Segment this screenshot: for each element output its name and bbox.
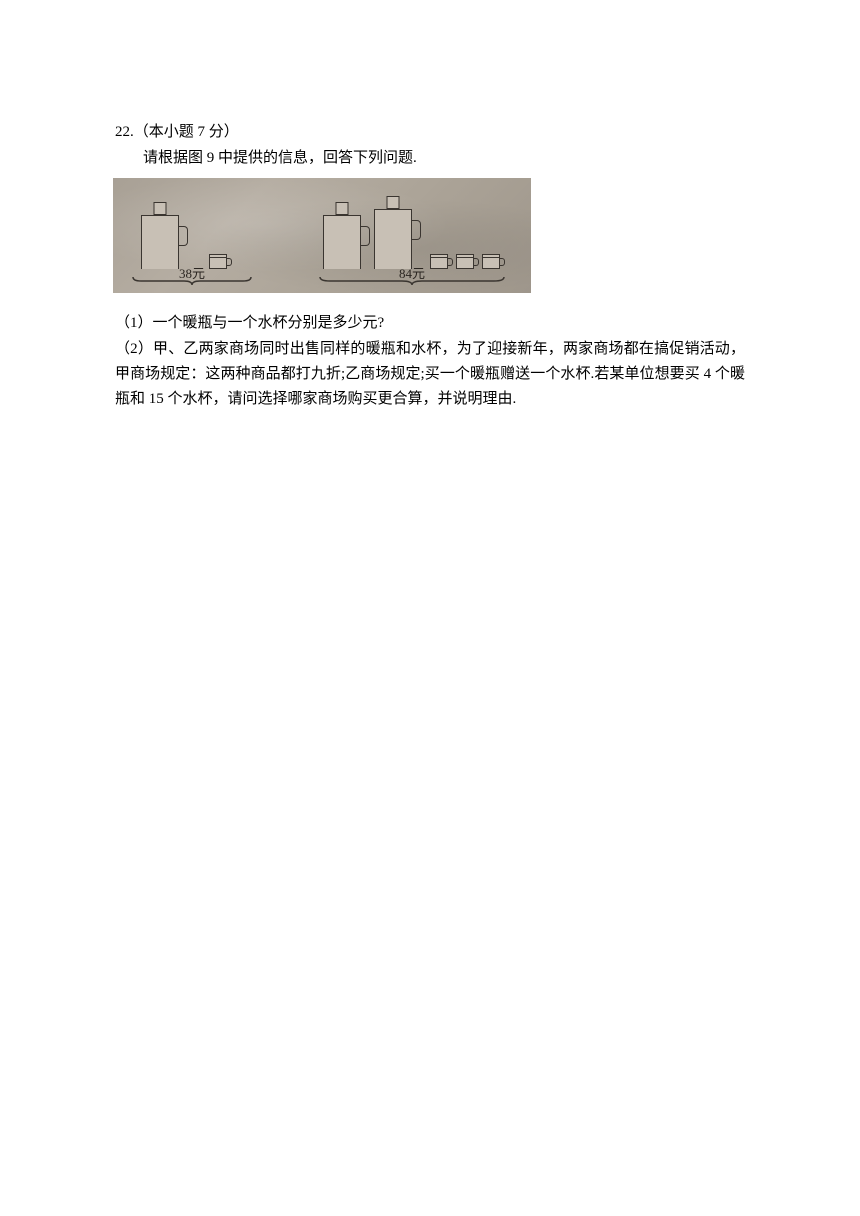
cup-handle-icon [448,258,453,266]
cup-handle-icon [500,258,505,266]
problem-header: 22.（本小题 7 分） [115,120,745,144]
thermos-handle-icon [412,220,421,240]
thermos-handle-icon [361,226,370,246]
cup-handle-icon [474,258,479,266]
cup-handle-icon [227,258,232,266]
problem-number: 22. [115,124,134,140]
thermos-icon [323,215,361,269]
thermos-cap-icon [154,202,167,215]
thermos-cap-icon [387,196,400,209]
problem-intro: 请根据图 9 中提供的信息，回答下列问题. [115,146,745,170]
cup-icon [456,254,474,269]
price-label-1: 38元 [179,264,205,285]
thermos-icon [141,215,179,269]
cup-icon [209,254,227,269]
figure-9: 38元 84元 [113,178,531,293]
thermos-handle-icon [179,226,188,246]
thermos-icon [374,209,412,269]
cup-icon [482,254,500,269]
points-label: （本小题 7 分） [134,124,239,140]
thermos-cap-icon [336,202,349,215]
question-2: （2）甲、乙两家商场同时出售同样的暖瓶和水杯，为了迎接新年，两家商场都在搞促销活… [115,337,745,411]
cup-icon [430,254,448,269]
question-1: （1）一个暖瓶与一个水杯分别是多少元? [115,311,745,335]
price-label-2: 84元 [399,264,425,285]
